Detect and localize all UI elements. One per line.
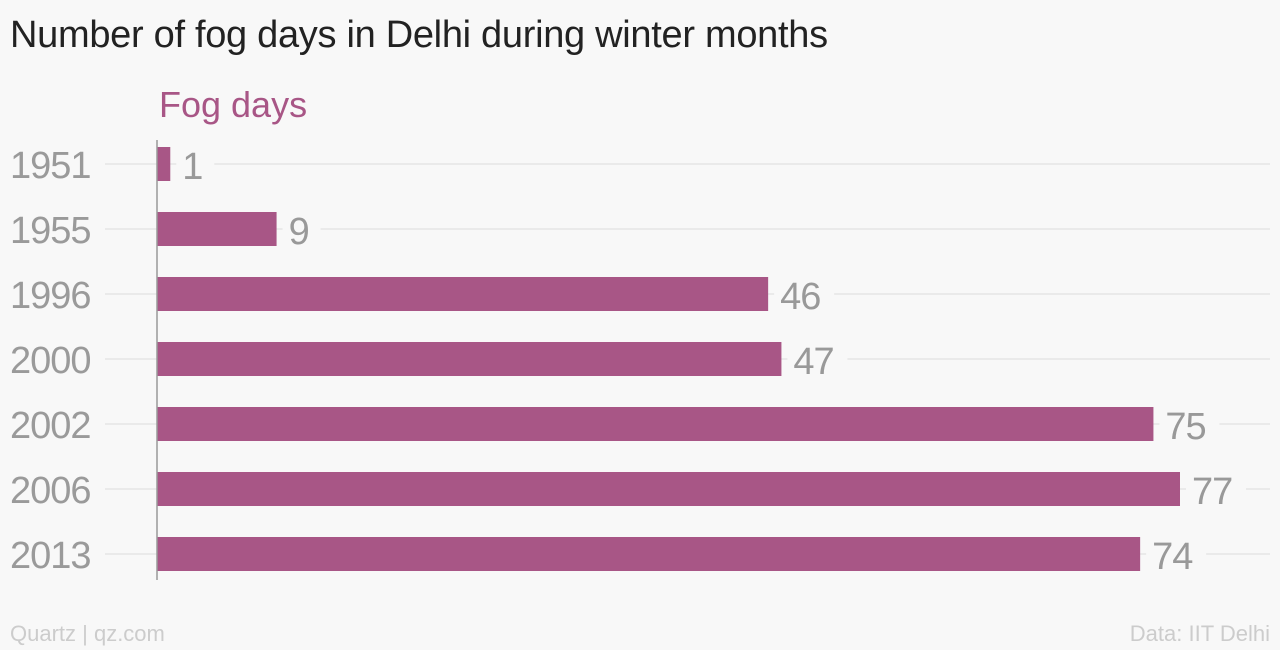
bar-2006 [157,472,1180,506]
tick-label-2013: 2013 [10,535,91,577]
bars [157,147,1180,571]
value-label-2000: 47 [793,341,833,383]
chart-title: Number of fog days in Delhi during winte… [10,14,828,56]
value-label-1996: 46 [780,276,820,318]
value-label-bg [176,145,215,185]
bar-2002 [157,407,1154,441]
value-label-2006: 77 [1192,471,1232,513]
tick-label-1996: 1996 [10,275,91,317]
value-label-bg [282,210,321,250]
value-label-2002: 75 [1165,406,1205,448]
value-label-bg [1146,535,1207,575]
footer-credit: Quartz | qz.com [10,621,165,646]
tick-label-1955: 1955 [10,210,91,252]
bar-2000 [157,342,782,376]
value-label-2013: 74 [1152,536,1193,578]
tick-label-2006: 2006 [10,470,91,512]
tick-label-2000: 2000 [10,340,91,382]
series-label: Fog days [159,84,307,125]
labels: Fog days 1951 1 1955 9 1996 46 2000 47 2002 75 2006… [10,84,1246,580]
bar-1996 [157,277,769,311]
value-label-bg [774,275,835,315]
bar-1951 [157,147,171,181]
tick-label-1951: 1951 [10,145,91,187]
bar-1955 [157,212,277,246]
tick-label-2002: 2002 [10,405,91,447]
value-label-1955: 9 [289,211,309,253]
footer-source: Data: IIT Delhi [1129,621,1270,646]
value-label-bg [1159,405,1220,445]
value-label-1951: 1 [182,146,202,188]
value-label-bg [1186,470,1246,510]
bar-2013 [157,537,1141,571]
value-label-bg [787,340,848,380]
